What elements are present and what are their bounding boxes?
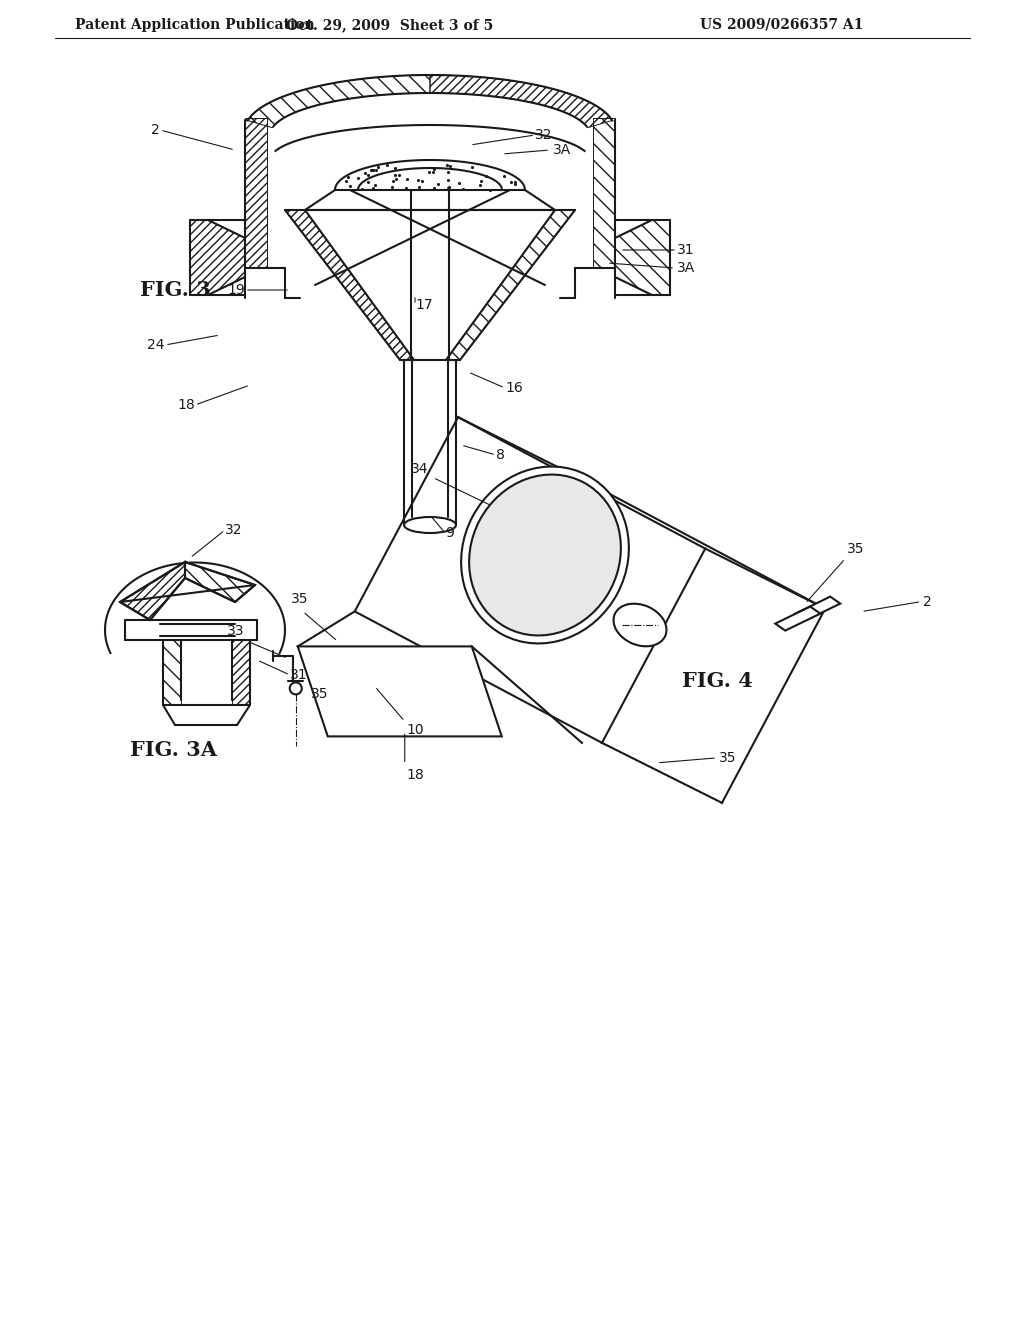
- Point: [414, 170, 430, 191]
- Point: [368, 158, 384, 180]
- Text: 18: 18: [177, 399, 195, 412]
- Polygon shape: [298, 647, 502, 737]
- Point: [464, 156, 480, 177]
- Text: 16: 16: [505, 381, 522, 395]
- Point: [426, 177, 442, 198]
- Text: 18: 18: [407, 768, 425, 783]
- Text: 35: 35: [847, 541, 864, 556]
- Text: 33: 33: [227, 624, 245, 639]
- Ellipse shape: [469, 474, 621, 635]
- Point: [473, 170, 489, 191]
- Ellipse shape: [613, 603, 667, 647]
- Point: [365, 158, 381, 180]
- Point: [365, 160, 381, 181]
- Text: 9: 9: [445, 525, 454, 540]
- Point: [388, 168, 404, 189]
- Text: 32: 32: [535, 128, 553, 143]
- Ellipse shape: [404, 517, 456, 533]
- Point: [503, 172, 519, 193]
- Point: [353, 178, 370, 199]
- Point: [439, 169, 456, 190]
- Point: [438, 154, 455, 176]
- Point: [425, 158, 441, 180]
- Text: FIG. 4: FIG. 4: [682, 672, 753, 692]
- Point: [411, 177, 427, 198]
- Point: [384, 176, 400, 197]
- Point: [338, 170, 354, 191]
- Ellipse shape: [290, 682, 302, 694]
- Polygon shape: [775, 607, 820, 631]
- Point: [410, 169, 426, 190]
- Point: [441, 176, 458, 197]
- Point: [390, 164, 407, 185]
- Text: Oct. 29, 2009  Sheet 3 of 5: Oct. 29, 2009 Sheet 3 of 5: [287, 18, 494, 32]
- Point: [387, 158, 403, 180]
- Point: [440, 177, 457, 198]
- Point: [430, 173, 446, 194]
- Text: 35: 35: [291, 593, 308, 606]
- Text: 8: 8: [496, 447, 505, 462]
- Point: [451, 173, 467, 194]
- Text: 32: 32: [225, 523, 243, 537]
- Text: 34: 34: [411, 462, 428, 475]
- Point: [496, 165, 512, 186]
- Point: [387, 165, 403, 186]
- Point: [359, 172, 376, 193]
- Text: 19: 19: [227, 282, 245, 297]
- Point: [366, 177, 382, 198]
- Text: FIG. 3: FIG. 3: [140, 280, 211, 300]
- Text: FIG. 3A: FIG. 3A: [130, 741, 217, 760]
- Text: Patent Application Publication: Patent Application Publication: [75, 18, 314, 32]
- Point: [455, 178, 471, 199]
- Point: [471, 176, 487, 197]
- Text: 31: 31: [677, 243, 694, 257]
- Text: 3A: 3A: [677, 261, 695, 275]
- Point: [397, 178, 414, 199]
- Polygon shape: [796, 597, 841, 620]
- Text: 3A: 3A: [553, 143, 571, 157]
- Point: [357, 162, 374, 183]
- Point: [362, 160, 379, 181]
- Text: 35: 35: [310, 688, 329, 701]
- Point: [370, 157, 386, 178]
- Point: [359, 164, 376, 185]
- Point: [442, 156, 459, 177]
- Point: [384, 170, 400, 191]
- Point: [477, 165, 494, 186]
- Text: 31: 31: [290, 668, 307, 682]
- Point: [399, 169, 416, 190]
- Point: [340, 166, 356, 187]
- Point: [481, 180, 498, 201]
- Text: 10: 10: [407, 723, 424, 738]
- Point: [424, 161, 440, 182]
- Point: [349, 168, 366, 189]
- Point: [379, 154, 395, 176]
- Text: 2: 2: [152, 123, 160, 137]
- Point: [507, 174, 523, 195]
- Text: US 2009/0266357 A1: US 2009/0266357 A1: [700, 18, 863, 32]
- Point: [421, 161, 437, 182]
- Ellipse shape: [461, 466, 629, 643]
- Point: [342, 176, 358, 197]
- Point: [367, 174, 383, 195]
- Text: 17: 17: [415, 298, 432, 312]
- Point: [506, 172, 522, 193]
- Point: [439, 162, 456, 183]
- Text: 24: 24: [147, 338, 165, 352]
- Text: 35: 35: [719, 751, 736, 764]
- Text: 2: 2: [924, 594, 932, 609]
